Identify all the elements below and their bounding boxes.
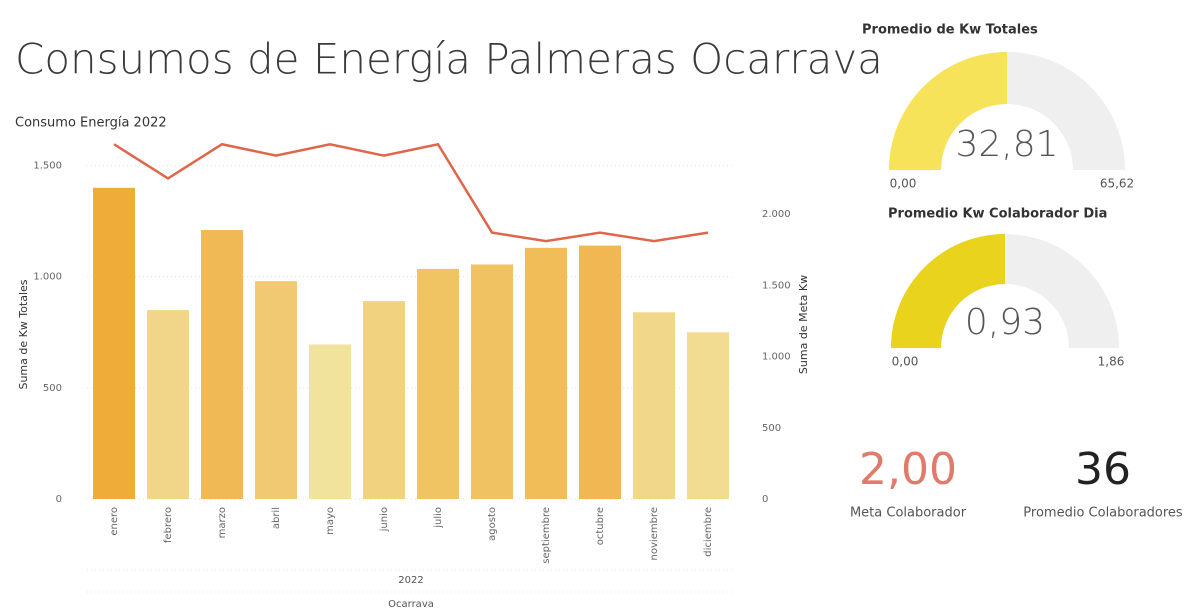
gauge-title: Promedio de Kw Totales [862, 23, 1038, 38]
card-value: 36 [1075, 444, 1131, 495]
gauge-value [889, 52, 1007, 170]
bar [93, 187, 135, 500]
card-label: Meta Colaborador [850, 506, 967, 521]
y-axis-title: Suma de Kw Totales [17, 279, 30, 389]
x-tick-label: enero [109, 507, 120, 536]
x-tick-label: junio [379, 507, 390, 532]
y2-tick-label: 500 [762, 423, 781, 434]
bar [471, 264, 513, 499]
y-tick-label: 0 [56, 494, 62, 505]
x-axis-group: 2022 [398, 575, 423, 586]
y-tick-label: 1.000 [33, 272, 62, 283]
bar [687, 332, 729, 499]
card-value: 2,00 [859, 444, 957, 495]
page-title: Consumos de Energía Palmeras Ocarrava [15, 35, 883, 84]
bar [417, 268, 459, 499]
x-tick-label: mayo [325, 507, 336, 535]
x-tick-label: noviembre [649, 507, 660, 560]
gauge-max-label: 65,62 [1100, 177, 1134, 191]
gauge-max-label: 1,86 [1098, 355, 1125, 369]
bar [579, 245, 621, 499]
line [113, 142, 709, 243]
gauge-value [891, 234, 1005, 348]
bar [201, 230, 243, 499]
gauge-value-label: 32,81 [955, 124, 1058, 165]
x-tick-label: octubre [595, 507, 606, 545]
x-tick-label: septiembre [541, 507, 552, 564]
bar [255, 281, 297, 499]
gauge-title: Promedio Kw Colaborador Dia [888, 207, 1107, 222]
y2-tick-label: 1.500 [762, 280, 791, 291]
bar [309, 344, 351, 499]
chart-title: Consumo Energía 2022 [15, 116, 167, 131]
y2-tick-label: 1.000 [762, 352, 791, 363]
y-tick-label: 1.500 [33, 161, 62, 172]
y2-tick-label: 2.000 [762, 209, 791, 220]
x-tick-label: febrero [163, 507, 174, 543]
gauge-min-label: 0,00 [892, 355, 919, 369]
y-tick-label: 500 [43, 383, 62, 394]
x-tick-label: diciembre [703, 507, 714, 557]
x-tick-label: marzo [217, 507, 228, 538]
x-tick-label: agosto [487, 507, 498, 541]
y2-axis-title: Suma de Meta Kw [797, 275, 810, 374]
gauge-value-label: 0,93 [965, 302, 1045, 343]
bar [633, 312, 675, 499]
bar [363, 301, 405, 499]
card-label: Promedio Colaboradores [1023, 506, 1183, 521]
x-axis-title: Ocarrava [388, 599, 434, 610]
x-tick-label: abril [271, 507, 282, 529]
bar [147, 310, 189, 499]
x-tick-label: julio [433, 507, 444, 529]
y2-tick-label: 0 [762, 494, 768, 505]
gauge-min-label: 0,00 [890, 177, 917, 191]
bar [525, 247, 567, 499]
